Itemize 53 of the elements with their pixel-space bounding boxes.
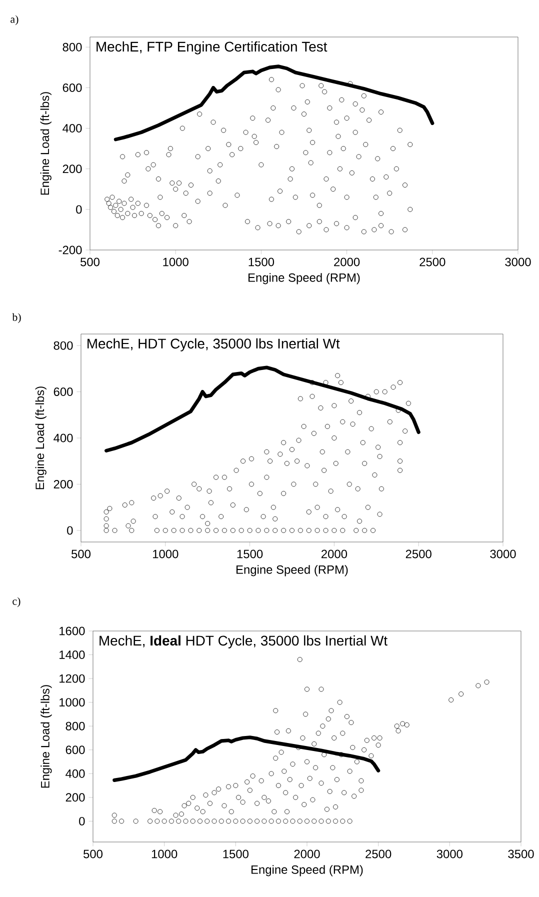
x-tick-label: 500: [80, 258, 100, 266]
x-tick-label: 2500: [420, 258, 446, 266]
y-tick-label: 400: [62, 124, 82, 132]
y-axis-title: Engine Load (ft-lbs): [35, 386, 46, 490]
x-axis-title: Engine Speed (RPM): [236, 565, 348, 576]
y-tick-label: 0: [67, 526, 73, 535]
line-series: [114, 64, 434, 142]
y-tick-label: 400: [66, 769, 85, 778]
text: b): [12, 313, 21, 324]
y-axis-title: Engine Load (ft-lbs): [40, 92, 52, 195]
x-tick-label: 1500: [248, 258, 274, 266]
y-tick-label: 200: [54, 480, 73, 488]
y-tick-label: 800: [54, 341, 73, 350]
y-tick-label: 600: [62, 83, 82, 92]
x-tick-label: 3000: [505, 258, 531, 266]
text: a): [10, 15, 18, 26]
y-tick-label: 800: [62, 42, 82, 52]
y-tick-label: 200: [62, 164, 82, 174]
y-tick-label: 400: [54, 434, 73, 442]
x-tick-label: 1500: [237, 550, 263, 558]
x-tick-label: 2000: [321, 550, 348, 558]
y-axis-title: Engine Load (ft-lbs): [40, 685, 52, 788]
y-tick-label: 600: [66, 746, 85, 754]
y-tick-label: 1400: [60, 650, 85, 659]
x-tick-label: 2500: [366, 850, 392, 858]
x-tick-label: 500: [72, 550, 91, 558]
y-tick-label: 0: [79, 816, 85, 826]
y-tick-label: 200: [66, 793, 85, 802]
x-tick-label: 1000: [152, 850, 178, 858]
x-axis-title: Engine Speed (RPM): [252, 865, 363, 876]
text: c): [12, 597, 20, 608]
x-tick-label: 3000: [490, 550, 516, 558]
x-tick-label: 2000: [334, 258, 360, 266]
x-tick-label: 3500: [508, 850, 534, 858]
x-tick-label: 500: [84, 850, 103, 858]
y-tick-label: 1600: [60, 626, 85, 636]
y-tick-label: 800: [66, 722, 85, 730]
x-axis-title: Engine Speed (RPM): [248, 273, 360, 284]
chart-title: MechE, HDT Cycle, 35000 lbs Inertial Wt: [88, 338, 340, 352]
x-tick-label: 1000: [163, 258, 188, 266]
y-tick-label: 1000: [60, 698, 85, 707]
x-tick-label: 2500: [406, 550, 432, 558]
y-tick-label: 0: [76, 205, 82, 214]
line-series: [104, 366, 420, 452]
y-tick-label: 600: [54, 388, 73, 396]
x-tick-label: 3000: [436, 850, 462, 858]
y-tick-label: -200: [58, 246, 82, 254]
chart-title: MechE, FTP Engine Certification Test: [96, 41, 328, 54]
y-tick-label: 1200: [60, 674, 85, 683]
x-tick-label: 1500: [223, 850, 248, 858]
x-tick-label: 2000: [294, 850, 320, 858]
chart-title: MechE, Ideal HDT Cycle, 35000 lbs Inertial Wt: [100, 635, 388, 648]
x-tick-label: 1000: [153, 550, 178, 558]
